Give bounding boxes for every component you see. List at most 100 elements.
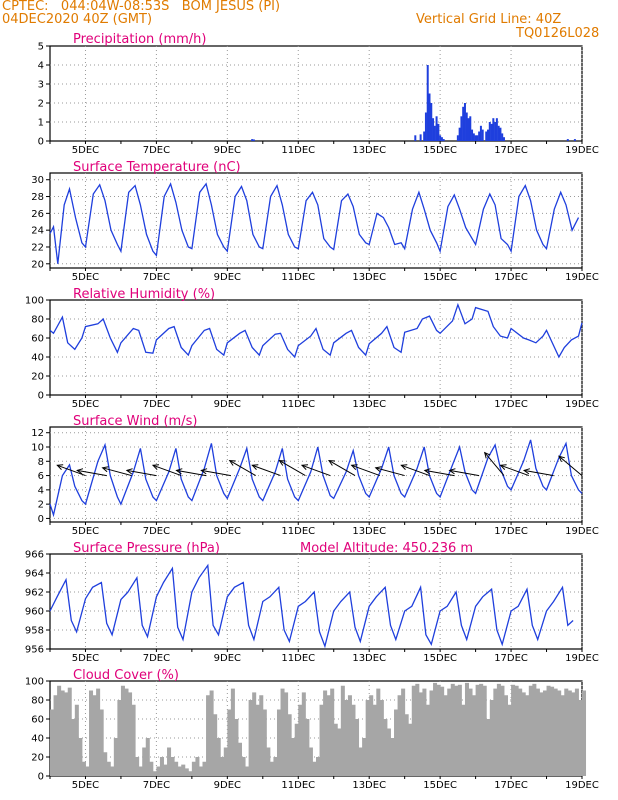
cloud-bar	[578, 700, 583, 776]
cloud-bar	[493, 688, 498, 776]
wind-arrow	[375, 467, 405, 477]
cloud-bar	[191, 761, 196, 776]
cloud-bar	[252, 692, 257, 776]
series-line	[49, 302, 583, 359]
precip-bar	[472, 133, 475, 141]
panel-5	[46, 680, 587, 779]
precip-bar	[488, 122, 491, 141]
y-tick-label: 1	[38, 118, 44, 129]
wind-arrow	[126, 469, 157, 477]
wind-arrow	[102, 467, 132, 477]
precip-bar	[433, 125, 436, 141]
precip-bar	[490, 123, 493, 141]
y-tick-label: 958	[25, 626, 44, 637]
x-tick-label: 19DEC	[565, 399, 599, 410]
series-line	[49, 563, 574, 649]
cloud-bar	[280, 688, 285, 776]
cloud-bar	[567, 690, 572, 776]
header-date: 04DEC2020 40Z (GMT)	[2, 12, 153, 27]
precip-bar	[463, 103, 466, 141]
x-tick-label: 17DEC	[494, 526, 528, 537]
wind-arrow	[500, 464, 529, 477]
cloud-bar	[365, 700, 370, 776]
cloud-bar	[525, 695, 530, 776]
wind-arrow	[279, 460, 306, 477]
cloud-bar	[213, 714, 218, 776]
cloud-bar	[535, 688, 540, 776]
x-tick-label: 11DEC	[281, 145, 315, 156]
y-tick-label: 60	[31, 334, 44, 345]
wind-arrow	[77, 469, 107, 477]
y-tick-label: 966	[25, 550, 44, 561]
x-tick-label: 7DEC	[143, 145, 170, 156]
series-line	[49, 182, 580, 264]
cloud-bar	[518, 688, 523, 776]
cloud-bar	[202, 761, 207, 776]
wind-arrow-head	[56, 464, 64, 470]
y-tick-label: 60	[31, 715, 44, 726]
y-tick-label: 964	[25, 569, 44, 580]
panel-title: Precipitation (mm/h)	[73, 32, 206, 47]
cloud-bar	[142, 747, 147, 776]
x-tick-label: 9DEC	[214, 145, 241, 156]
wind-arrow-head	[228, 460, 236, 466]
cloud-bar	[362, 738, 367, 776]
x-tick-label: 13DEC	[352, 780, 386, 791]
x-tick-label: 11DEC	[281, 653, 315, 664]
cloud-bar	[167, 747, 172, 776]
cloud-bar	[305, 719, 310, 776]
x-tick-label: 19DEC	[565, 780, 599, 791]
cloud-bar	[110, 766, 115, 776]
wind-arrow-head	[374, 466, 382, 473]
cloud-bar	[337, 728, 342, 776]
cloud-bar	[128, 692, 133, 776]
x-tick-label: 19DEC	[565, 526, 599, 537]
cloud-bar	[308, 747, 313, 776]
cloud-bar	[131, 704, 136, 776]
cloud-bar	[503, 695, 508, 776]
cloud-bar	[319, 704, 324, 776]
header-station: CPTEC: 044:04W-08:53S BOM JESUS (PI)	[2, 0, 281, 14]
cloud-bar	[376, 688, 381, 776]
cloud-bar	[514, 685, 519, 776]
y-tick-label: 5	[38, 42, 44, 53]
cloud-bar	[386, 728, 391, 776]
cloud-bar	[149, 761, 154, 776]
cloud-bar	[266, 747, 271, 776]
cloud-bar	[507, 704, 512, 776]
x-tick-label: 5DEC	[72, 526, 99, 537]
panel-2	[46, 299, 583, 398]
cloud-bar	[170, 757, 175, 776]
precip-bar	[419, 134, 422, 141]
cloud-bar	[255, 704, 260, 776]
x-tick-label: 11DEC	[281, 272, 315, 283]
cloud-bar	[443, 695, 448, 776]
cloud-bar	[564, 688, 569, 776]
cloud-bar	[195, 757, 200, 776]
y-tick-label: 956	[25, 645, 44, 656]
precip-bar	[414, 135, 417, 141]
cloud-bar	[464, 682, 469, 776]
wind-arrow	[401, 464, 430, 477]
x-tick-label: 9DEC	[214, 272, 241, 283]
precip-bar	[573, 139, 576, 141]
cloud-bar	[287, 714, 292, 776]
wind-arrow	[424, 469, 455, 477]
precip-bar	[469, 116, 472, 141]
wind-arrow-head	[350, 464, 358, 470]
plot-frame	[49, 172, 583, 269]
wind-arrow-head	[125, 468, 133, 475]
cloud-bar	[81, 761, 86, 776]
cloud-bar	[223, 747, 228, 776]
x-tick-label: 19DEC	[565, 272, 599, 283]
precip-bar	[437, 123, 440, 141]
cloud-bar	[120, 685, 125, 776]
x-tick-label: 13DEC	[352, 653, 386, 664]
cloud-bar	[145, 738, 150, 776]
x-tick-label: 13DEC	[352, 526, 386, 537]
cloud-bar	[404, 714, 409, 776]
x-tick-label: 7DEC	[143, 780, 170, 791]
wind-arrow-head	[558, 455, 565, 463]
cloud-bar	[78, 738, 83, 776]
wind-arrow-head	[200, 468, 208, 475]
